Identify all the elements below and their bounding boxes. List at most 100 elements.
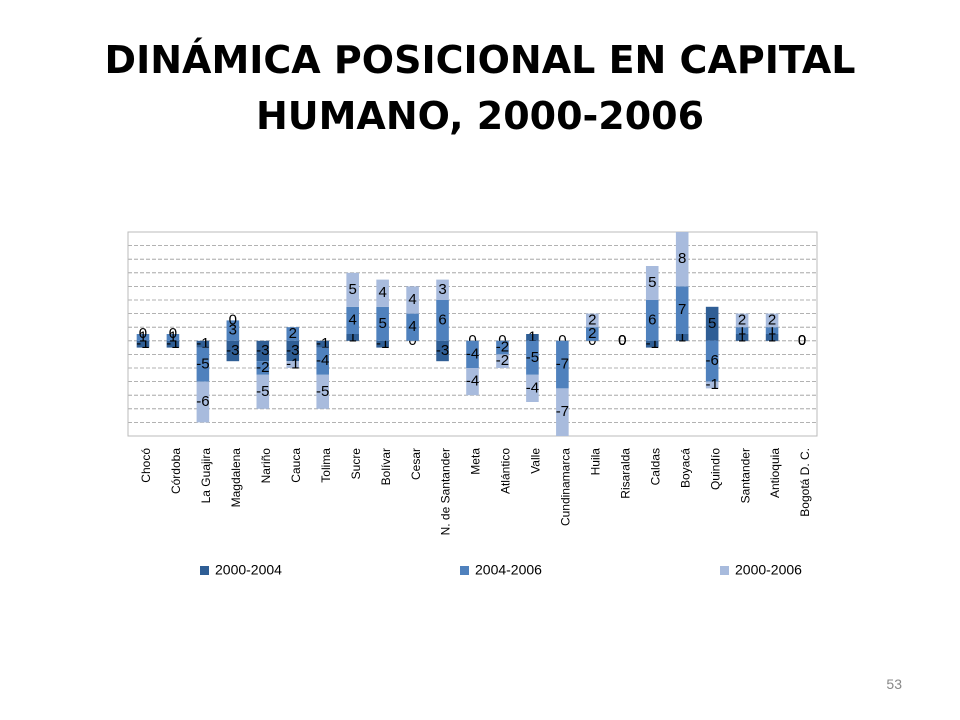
legend-swatch bbox=[460, 566, 469, 575]
data-label: 1 bbox=[139, 328, 147, 345]
data-label: 1 bbox=[738, 322, 746, 339]
legend-label: 2000-2006 bbox=[735, 562, 802, 578]
data-label: 0 bbox=[558, 332, 566, 349]
data-label: 0 bbox=[618, 332, 626, 349]
data-label: 0 bbox=[618, 332, 626, 349]
plot-border bbox=[127, 231, 818, 437]
page-number: 53 bbox=[886, 676, 902, 692]
x-tick-label: Valle bbox=[529, 448, 543, 474]
bar-segment bbox=[316, 340, 330, 348]
x-tick-label: Risaralda bbox=[618, 448, 632, 499]
bar-segment bbox=[286, 340, 300, 362]
x-tick-label: Meta bbox=[469, 448, 483, 475]
data-label: 3 bbox=[229, 322, 237, 339]
data-label: -4 bbox=[466, 373, 479, 390]
x-tick-label: N. de Santander bbox=[439, 448, 453, 535]
data-label: 0 bbox=[169, 325, 177, 342]
data-label: 0 bbox=[139, 325, 147, 342]
bar-segment bbox=[256, 361, 270, 375]
bar-segment bbox=[765, 334, 779, 341]
bar-segment bbox=[376, 340, 389, 348]
bar-segment bbox=[226, 320, 240, 341]
data-label: -3 bbox=[226, 342, 239, 359]
chart-title: DINÁMICA POSICIONAL EN CAPITAL HUMANO, 2… bbox=[104, 38, 856, 138]
bar-segment bbox=[316, 374, 330, 409]
data-label: -7 bbox=[556, 356, 569, 373]
data-label: 2 bbox=[588, 311, 596, 328]
data-label: 4 bbox=[408, 318, 416, 335]
data-label: 2 bbox=[738, 311, 746, 328]
bar-segment bbox=[436, 279, 449, 300]
x-tick-label: Sucre bbox=[349, 448, 363, 480]
bar-segment bbox=[436, 300, 449, 341]
bar-segment bbox=[346, 334, 359, 341]
bar-segment bbox=[436, 340, 449, 362]
bar-segment bbox=[556, 340, 569, 389]
data-label: -5 bbox=[526, 349, 539, 366]
data-label: -5 bbox=[256, 383, 269, 400]
data-label: -4 bbox=[526, 379, 539, 396]
data-label: 2 bbox=[768, 311, 776, 328]
x-tick-label: Chocó bbox=[139, 448, 153, 483]
legend-swatch bbox=[200, 566, 209, 575]
data-label: 4 bbox=[378, 284, 386, 301]
data-label: -4 bbox=[466, 345, 479, 362]
x-tick-label: Boyacá bbox=[678, 448, 692, 488]
bar-segment bbox=[735, 313, 749, 328]
data-label: 0 bbox=[618, 332, 626, 349]
bar-segment bbox=[586, 327, 599, 341]
legend-label: 2000-2004 bbox=[215, 562, 282, 578]
bar-segment bbox=[196, 340, 210, 348]
bar-segment bbox=[526, 340, 539, 375]
data-label: 5 bbox=[378, 315, 386, 332]
data-label: -3 bbox=[436, 342, 449, 359]
bar-segment bbox=[286, 327, 300, 341]
data-label: 0 bbox=[798, 332, 806, 349]
x-tick-label: Huila bbox=[588, 448, 602, 476]
bar-segment bbox=[586, 313, 599, 328]
data-label: -6 bbox=[705, 352, 718, 369]
x-tick-label: Cundinamarca bbox=[559, 448, 573, 526]
data-label: 0 bbox=[498, 332, 506, 349]
data-label: 2 bbox=[289, 325, 297, 342]
data-label: -3 bbox=[256, 342, 269, 359]
data-label: -5 bbox=[196, 356, 209, 373]
data-label: 5 bbox=[349, 281, 357, 298]
bar-segment bbox=[406, 313, 419, 341]
bar-segment bbox=[675, 232, 689, 287]
data-label: -2 bbox=[496, 352, 509, 369]
data-label: 0 bbox=[798, 332, 806, 349]
data-label: 1 bbox=[768, 328, 776, 345]
data-label: -4 bbox=[316, 352, 329, 369]
x-tick-label: Nariño bbox=[259, 448, 273, 484]
bar-segment bbox=[166, 340, 180, 348]
data-label: 1 bbox=[169, 328, 177, 345]
x-tick-label: La Guajira bbox=[199, 448, 213, 504]
bar-segment bbox=[735, 327, 749, 334]
bar-segment bbox=[406, 286, 419, 314]
x-tick-label: Córdoba bbox=[169, 448, 183, 494]
bar-segment bbox=[645, 266, 659, 300]
bar-segment bbox=[496, 340, 509, 355]
bar-segment bbox=[735, 334, 749, 341]
x-tick-label: Bolívar bbox=[379, 448, 393, 485]
bar-segment bbox=[136, 334, 150, 341]
legend-label: 2004-2006 bbox=[475, 562, 542, 578]
bar-segment bbox=[705, 306, 719, 341]
data-label: 0 bbox=[798, 332, 806, 349]
x-tick-label: Santander bbox=[738, 448, 752, 503]
bar-segment bbox=[466, 340, 479, 368]
data-label: 7 bbox=[678, 301, 686, 318]
x-tick-label: Cesar bbox=[409, 448, 423, 480]
data-label: 6 bbox=[438, 311, 446, 328]
x-tick-label: Tolima bbox=[319, 448, 333, 483]
data-label: 1 bbox=[528, 328, 536, 345]
data-label: -6 bbox=[196, 393, 209, 410]
data-label: 1 bbox=[349, 328, 357, 345]
bar-segment bbox=[346, 272, 359, 307]
data-label: 8 bbox=[678, 250, 686, 267]
data-label: -1 bbox=[705, 376, 718, 393]
legend-swatch bbox=[720, 566, 729, 575]
